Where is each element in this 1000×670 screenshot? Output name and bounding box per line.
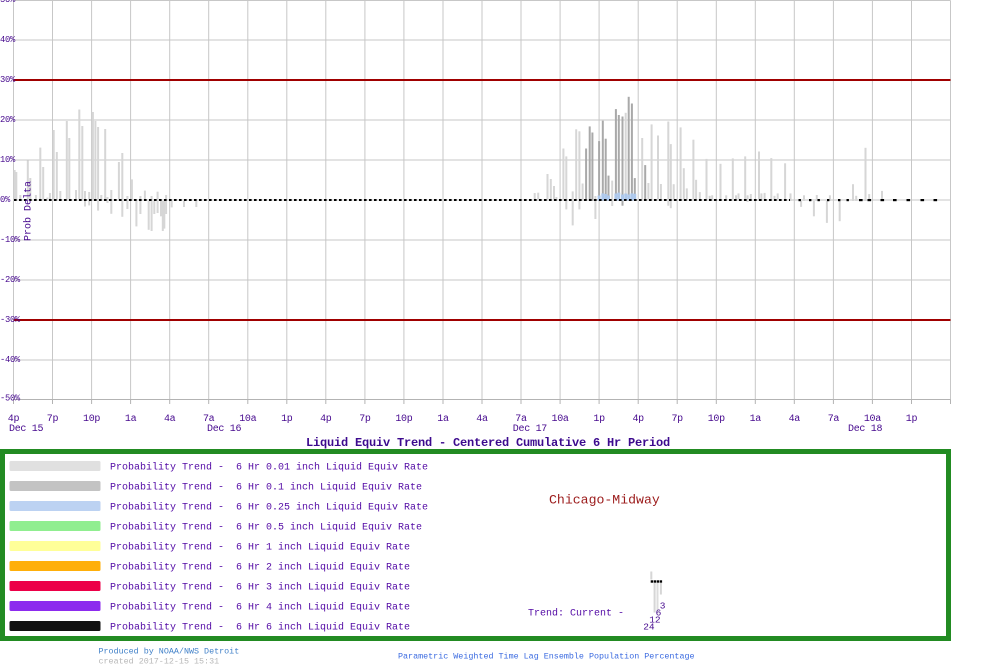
svg-text:4p: 4p (320, 414, 332, 425)
svg-text:1p: 1p (593, 414, 605, 425)
svg-text:7p: 7p (47, 414, 59, 425)
svg-text:7a: 7a (515, 414, 527, 425)
svg-text:7p: 7p (359, 414, 371, 425)
svg-text:Probability Trend - 6 Hr 1 in: Probability Trend - 6 Hr 1 inch Liquid E… (110, 542, 410, 554)
svg-text:1p: 1p (906, 414, 918, 425)
svg-text:50%: 50% (0, 0, 16, 5)
svg-text:Probability Trend - 6 Hr 0.25: Probability Trend - 6 Hr 0.25 inch Liqui… (110, 502, 428, 514)
svg-text:Dec 18: Dec 18 (848, 424, 883, 435)
svg-text:30%: 30% (0, 75, 16, 85)
svg-text:-30%: -30% (0, 315, 21, 325)
svg-text:-20%: -20% (0, 275, 21, 285)
svg-text:10p: 10p (83, 414, 100, 425)
svg-text:-50%: -50% (0, 394, 21, 404)
svg-text:Prob Delta: Prob Delta (23, 181, 35, 241)
svg-text:4a: 4a (789, 414, 801, 425)
svg-text:Parametric Weighted Time Lag E: Parametric Weighted Time Lag Ensemble Po… (398, 652, 695, 662)
svg-text:7a: 7a (203, 414, 215, 425)
svg-text:Dec 15: Dec 15 (9, 424, 44, 435)
svg-text:20%: 20% (0, 115, 16, 125)
svg-text:Probability Trend - 6 Hr 6 in: Probability Trend - 6 Hr 6 inch Liquid E… (110, 622, 410, 634)
svg-text:Probability Trend - 6 Hr 0.01: Probability Trend - 6 Hr 0.01 inch Liqui… (110, 462, 428, 474)
svg-text:-40%: -40% (0, 355, 21, 365)
svg-text:Produced by NOAA/NWS Detroit: Produced by NOAA/NWS Detroit (99, 647, 240, 657)
svg-text:7p: 7p (671, 414, 683, 425)
svg-text:4a: 4a (164, 414, 176, 425)
svg-text:1p: 1p (281, 414, 293, 425)
svg-text:Probability Trend - 6 Hr 3 in: Probability Trend - 6 Hr 3 inch Liquid E… (110, 582, 410, 594)
svg-text:0%: 0% (0, 195, 11, 205)
svg-text:6: 6 (656, 607, 662, 618)
svg-text:24: 24 (643, 621, 655, 632)
svg-text:12: 12 (649, 614, 661, 625)
svg-text:10a: 10a (864, 414, 881, 425)
svg-text:Liquid Equiv Trend - Centered: Liquid Equiv Trend - Centered Cumulative… (306, 436, 670, 450)
svg-text:Probability Trend - 6 Hr 4 in: Probability Trend - 6 Hr 4 inch Liquid E… (110, 602, 410, 614)
svg-text:Probability Trend - 6 Hr 2 in: Probability Trend - 6 Hr 2 inch Liquid E… (110, 562, 410, 574)
svg-text:40%: 40% (0, 35, 16, 45)
svg-text:7a: 7a (828, 414, 840, 425)
svg-text:-10%: -10% (0, 235, 21, 245)
svg-text:created 2017-12-15 15:31: created 2017-12-15 15:31 (99, 656, 220, 666)
svg-text:10p: 10p (708, 414, 725, 425)
svg-text:Chicago-Midway: Chicago-Midway (549, 492, 660, 507)
svg-text:Dec 17: Dec 17 (513, 424, 548, 435)
svg-text:Trend: Current -: Trend: Current - (528, 608, 624, 620)
svg-text:Dec 16: Dec 16 (207, 424, 242, 435)
svg-text:3: 3 (660, 600, 666, 611)
svg-text:1a: 1a (125, 414, 137, 425)
svg-text:4a: 4a (476, 414, 488, 425)
svg-text:10a: 10a (552, 414, 569, 425)
svg-text:4p: 4p (8, 414, 20, 425)
svg-text:10%: 10% (0, 155, 16, 165)
svg-text:10p: 10p (395, 414, 412, 425)
svg-text:1a: 1a (750, 414, 762, 425)
svg-text:Probability Trend - 6 Hr 0.5: Probability Trend - 6 Hr 0.5 inch Liquid… (110, 522, 422, 534)
svg-text:Probability Trend - 6 Hr 0.1: Probability Trend - 6 Hr 0.1 inch Liquid… (110, 482, 422, 494)
svg-text:1a: 1a (437, 414, 449, 425)
svg-text:10a: 10a (239, 414, 256, 425)
svg-text:4p: 4p (632, 414, 644, 425)
